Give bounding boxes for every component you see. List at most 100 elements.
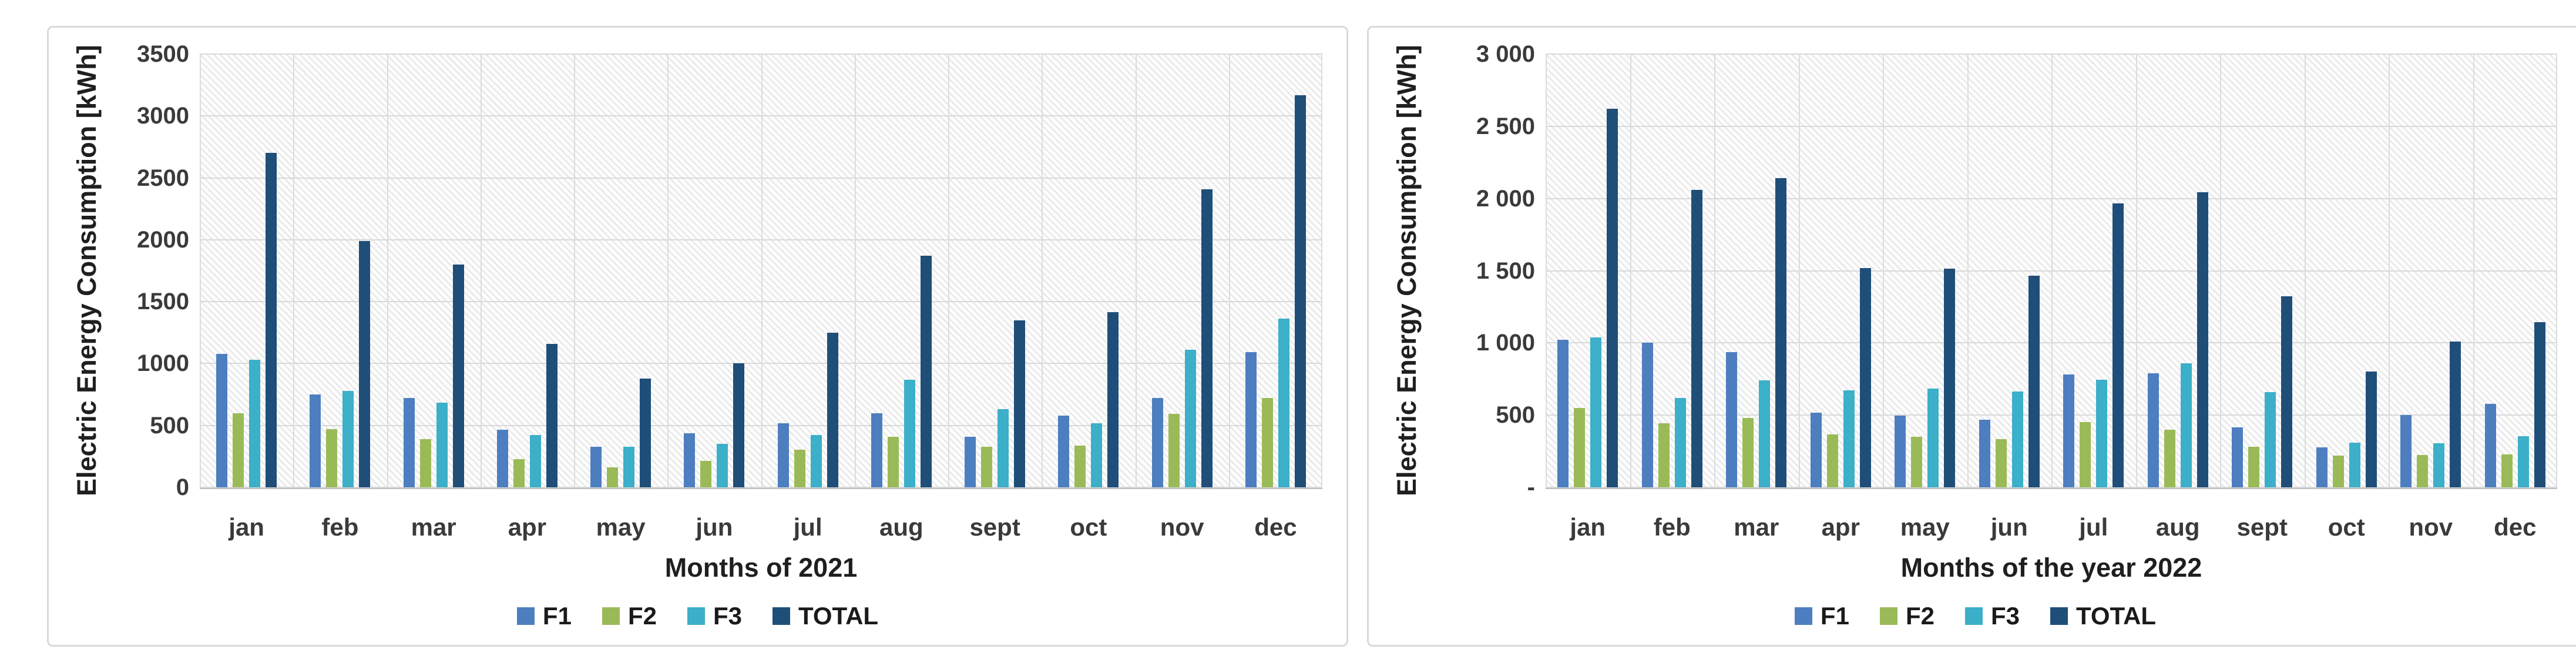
bar-f2-may (607, 467, 619, 487)
bar-f3-oct (1091, 423, 1103, 487)
bar-f2-nov (2417, 454, 2429, 487)
x-tick-label-mar: mar (1734, 513, 1779, 541)
bar-f1-jun (684, 433, 696, 487)
legend-item-f1: F1 (516, 602, 572, 630)
plot-area (1546, 53, 2557, 489)
gridline-vertical (293, 54, 295, 487)
gridline-vertical (2556, 54, 2557, 487)
bar-total-may (640, 378, 651, 487)
chart-panel-2021: Electric Energy Consumption [kWh] 3500 30… (47, 26, 1348, 647)
x-axis-labels: jan feb mar apr may jun jul aug sept oct nov dec (1369, 513, 2576, 541)
bar-f3-dec (2517, 436, 2529, 487)
bar-total-jul (2112, 203, 2124, 487)
bar-f1-mar (1726, 352, 1738, 487)
bar-f1-may (590, 446, 602, 487)
bar-f2-feb (326, 429, 338, 487)
bar-f1-jan (216, 353, 228, 487)
y-tick-label: 2 000 (1476, 185, 1535, 212)
bar-f2-dec (2501, 454, 2513, 487)
bar-total-jan (1607, 109, 1618, 487)
gridline-vertical (761, 54, 763, 487)
bar-total-feb (1691, 189, 1702, 487)
legend-swatch-icon (1964, 607, 1983, 625)
bar-f1-feb (1641, 343, 1653, 487)
x-tick-label-jan: jan (229, 513, 264, 541)
y-tick-label: 500 (150, 412, 189, 439)
x-tick-label-nov: nov (1160, 513, 1204, 541)
bar-f3-jan (1590, 337, 1602, 487)
bar-total-feb (359, 240, 371, 487)
x-tick-label-nov: nov (2409, 513, 2453, 541)
legend-swatch-icon (2050, 607, 2068, 625)
legend-swatch-icon (772, 607, 790, 625)
x-tick-label-may: may (1900, 513, 1950, 541)
gridline-vertical (2304, 54, 2306, 487)
y-tick-label: 0 (176, 474, 189, 500)
bar-f2-mar (419, 439, 431, 487)
bar-f3-jan (249, 360, 261, 487)
bar-f3-jul (810, 434, 822, 487)
x-tick-label-dec: dec (2494, 513, 2537, 541)
bar-f3-sept (2265, 392, 2276, 487)
x-tick-label-sept: sept (2236, 513, 2288, 541)
bar-f1-oct (1058, 415, 1070, 487)
bar-f1-sept (965, 436, 976, 487)
x-tick-label-jan: jan (1570, 513, 1606, 541)
gridline-vertical (1883, 54, 1884, 487)
bar-total-jun (733, 363, 745, 487)
bar-f2-jul (2080, 422, 2091, 487)
bar-total-dec (1294, 95, 1306, 487)
legend-item-total: TOTAL (772, 602, 879, 630)
bar-f3-mar (436, 402, 448, 487)
y-tick-label: 1 000 (1476, 330, 1535, 356)
bar-f3-apr (1843, 390, 1855, 487)
x-tick-label-aug: aug (879, 513, 923, 541)
legend-label: TOTAL (798, 602, 879, 630)
legend-swatch-icon (1879, 607, 1897, 625)
legend: F1 F2 F3 TOTAL (49, 602, 1346, 630)
bar-f1-aug (2147, 373, 2159, 487)
bar-f1-mar (403, 398, 415, 487)
gridline-vertical (200, 54, 201, 487)
bar-f3-feb (1674, 397, 1686, 487)
gridline-vertical (574, 54, 575, 487)
legend-item-f2: F2 (602, 602, 657, 630)
legend-label: TOTAL (2075, 602, 2157, 630)
legend-item-f2: F2 (1879, 602, 1934, 630)
gridline-vertical (2389, 54, 2390, 487)
bar-f2-jan (233, 413, 244, 487)
x-tick-label-oct: oct (2328, 513, 2365, 541)
bar-f2-apr (1826, 434, 1838, 487)
x-axis-labels: jan feb mar apr may jun jul aug sept oct nov dec (49, 513, 1346, 541)
x-tick-label-oct: oct (1070, 513, 1107, 541)
bar-f2-jan (1574, 407, 1586, 487)
bar-f2-jun (1995, 439, 2007, 487)
bar-f1-nov (2400, 415, 2412, 487)
bar-f3-nov (1184, 350, 1196, 487)
bar-f1-jan (1557, 340, 1569, 487)
gridline-vertical (387, 54, 388, 487)
y-tick-label: 1000 (137, 350, 189, 377)
legend-swatch-icon (1794, 607, 1812, 625)
x-tick-label-apr: apr (1821, 513, 1860, 541)
bar-f1-sept (2232, 427, 2243, 487)
x-tick-label-apr: apr (508, 513, 547, 541)
bar-f1-feb (310, 394, 321, 487)
legend-label: F1 (1820, 602, 1849, 630)
legend-label: F3 (1990, 602, 2020, 630)
legend-item-f3: F3 (687, 602, 742, 630)
gridline-vertical (667, 54, 669, 487)
bar-total-aug (920, 256, 932, 487)
gridline-vertical (854, 54, 856, 487)
gridline-vertical (480, 54, 482, 487)
gridline-vertical (1546, 54, 1547, 487)
bar-f2-oct (2332, 455, 2344, 487)
bar-f1-dec (1245, 352, 1257, 487)
x-tick-label-aug: aug (2155, 513, 2200, 541)
x-tick-label-mar: mar (411, 513, 456, 541)
bar-f3-jul (2096, 379, 2108, 487)
gridline-horizontal (200, 487, 1322, 488)
y-axis-ticks: 3 000 2 500 2 000 1 500 1 000 500 - (1369, 28, 1535, 645)
bar-f3-aug (904, 379, 915, 487)
bar-total-nov (2450, 341, 2461, 487)
